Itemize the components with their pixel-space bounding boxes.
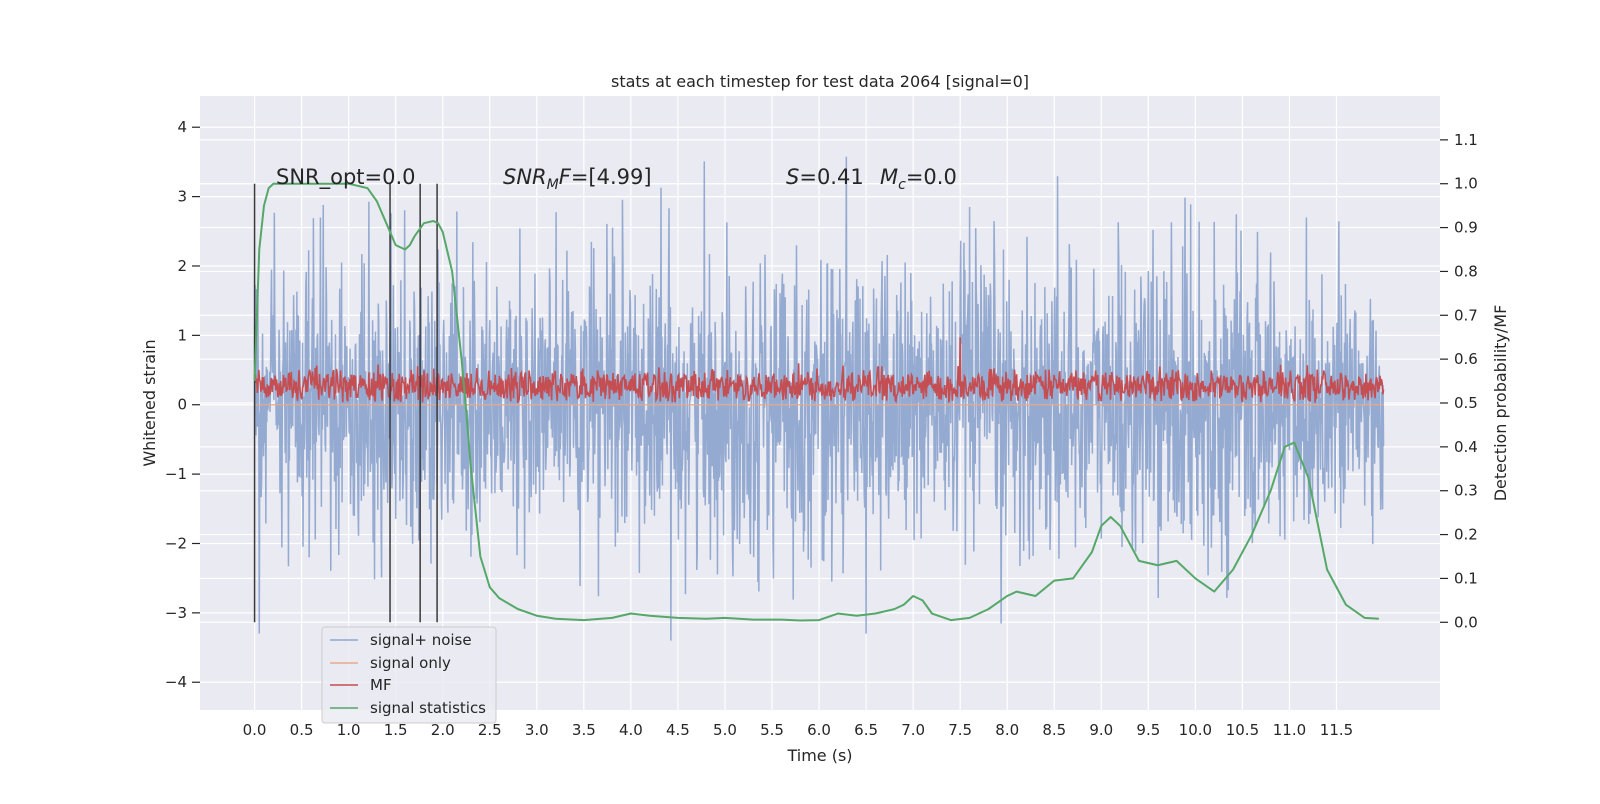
- yr-tick-label-0: 1.1: [1454, 131, 1478, 149]
- x-tick-label-13: 6.5: [854, 721, 878, 739]
- legend-label-signal-statistics: signal statistics: [370, 699, 486, 717]
- x-tick-label-22: 11.0: [1273, 721, 1306, 739]
- x-tick-label-16: 8.0: [995, 721, 1019, 739]
- yl-tick-label-7: −3: [165, 604, 187, 622]
- x-tick-label-6: 3.0: [525, 721, 549, 739]
- yr-tick-label-3: 0.8: [1454, 262, 1478, 280]
- yr-tick-label-6: 0.5: [1454, 394, 1478, 412]
- y-left-axis-label: Whitened strain: [140, 339, 159, 466]
- x-tick-label-1: 0.5: [290, 721, 314, 739]
- signal-noise-series: [253, 156, 1385, 641]
- x-tick-label-8: 4.0: [619, 721, 643, 739]
- yl-tick-label-1: 3: [177, 188, 187, 206]
- yl-tick-label-3: 1: [177, 326, 187, 344]
- yr-tick-label-9: 0.2: [1454, 526, 1478, 544]
- signal-statistics-series: [253, 182, 1379, 622]
- x-tick-label-5: 2.5: [478, 721, 502, 739]
- yr-tick-label-10: 0.1: [1454, 569, 1478, 587]
- y-right-axis-ticks: 1.1 1.0 0.9 0.8 0.7 0.6 0.5 0.4 0.3 0.2 0.1 0.0: [1440, 131, 1478, 631]
- yl-tick-label-6: −2: [165, 534, 187, 552]
- mf-series: [253, 337, 1385, 404]
- vertical-markers: [253, 183, 438, 623]
- x-tick-label-4: 2.0: [431, 721, 455, 739]
- x-tick-label-11: 5.5: [760, 721, 784, 739]
- yr-tick-label-5: 0.6: [1454, 350, 1478, 368]
- mc-annotation: Mc=0.0: [880, 165, 957, 193]
- x-tick-label-20: 10.0: [1179, 721, 1212, 739]
- x-tick-label-10: 5.0: [713, 721, 737, 739]
- yr-tick-label-1: 1.0: [1454, 175, 1478, 193]
- x-tick-label-21: 10.5: [1226, 721, 1259, 739]
- legend-label-signal-only: signal only: [370, 654, 451, 672]
- yl-tick-label-8: −4: [165, 673, 187, 691]
- yl-tick-label-5: −1: [165, 465, 187, 483]
- y-right-axis-label: Detection probability/MF: [1491, 305, 1510, 502]
- yr-tick-label-2: 0.9: [1454, 219, 1478, 237]
- x-tick-label-19: 9.5: [1136, 721, 1160, 739]
- yl-tick-label-0: 4: [177, 118, 187, 136]
- mf-line: [253, 337, 1385, 404]
- yl-tick-label-4: 0: [177, 396, 187, 414]
- s-annotation: S=0.41: [786, 165, 864, 189]
- x-tick-label-3: 1.5: [384, 721, 408, 739]
- snr-opt-annotation: SNR_opt=0.0: [276, 165, 416, 190]
- yr-tick-label-7: 0.4: [1454, 438, 1478, 456]
- yr-tick-label-8: 0.3: [1454, 482, 1478, 500]
- x-tick-label-12: 6.0: [807, 721, 831, 739]
- x-tick-label-0: 0.0: [243, 721, 267, 739]
- snr-mf-annotation: SNRMF=[4.99]: [503, 165, 652, 193]
- x-tick-label-15: 7.5: [948, 721, 972, 739]
- y-left-axis-ticks: 4 3 2 1 0 −1 −2 −3 −4: [165, 118, 200, 691]
- legend: signal+ noise signal only MF signal stat…: [321, 626, 497, 724]
- x-tick-label-2: 1.0: [337, 721, 361, 739]
- x-axis-ticks: 0.0 0.5 1.0 1.5 2.0 2.5 3.0 3.5 4.0 4.5 5.0 5.5 6.0 6…: [243, 721, 1354, 739]
- signal-noise-line: [253, 156, 1385, 641]
- yr-tick-label-11: 0.0: [1454, 613, 1478, 631]
- yr-tick-label-4: 0.7: [1454, 306, 1478, 324]
- x-axis-label: Time (s): [786, 746, 852, 765]
- chart-title: stats at each timestep for test data 206…: [611, 72, 1029, 91]
- x-tick-label-17: 8.5: [1042, 721, 1066, 739]
- x-tick-label-14: 7.0: [901, 721, 925, 739]
- x-tick-label-18: 9.0: [1089, 721, 1113, 739]
- x-tick-label-9: 4.5: [666, 721, 690, 739]
- legend-label-signal-noise: signal+ noise: [370, 631, 472, 649]
- yl-tick-label-2: 2: [177, 257, 187, 275]
- x-tick-label-23: 11.5: [1320, 721, 1353, 739]
- legend-box: [321, 626, 497, 724]
- x-tick-label-7: 3.5: [572, 721, 596, 739]
- legend-label-mf: MF: [370, 676, 392, 694]
- signal-statistics-line: [253, 182, 1379, 622]
